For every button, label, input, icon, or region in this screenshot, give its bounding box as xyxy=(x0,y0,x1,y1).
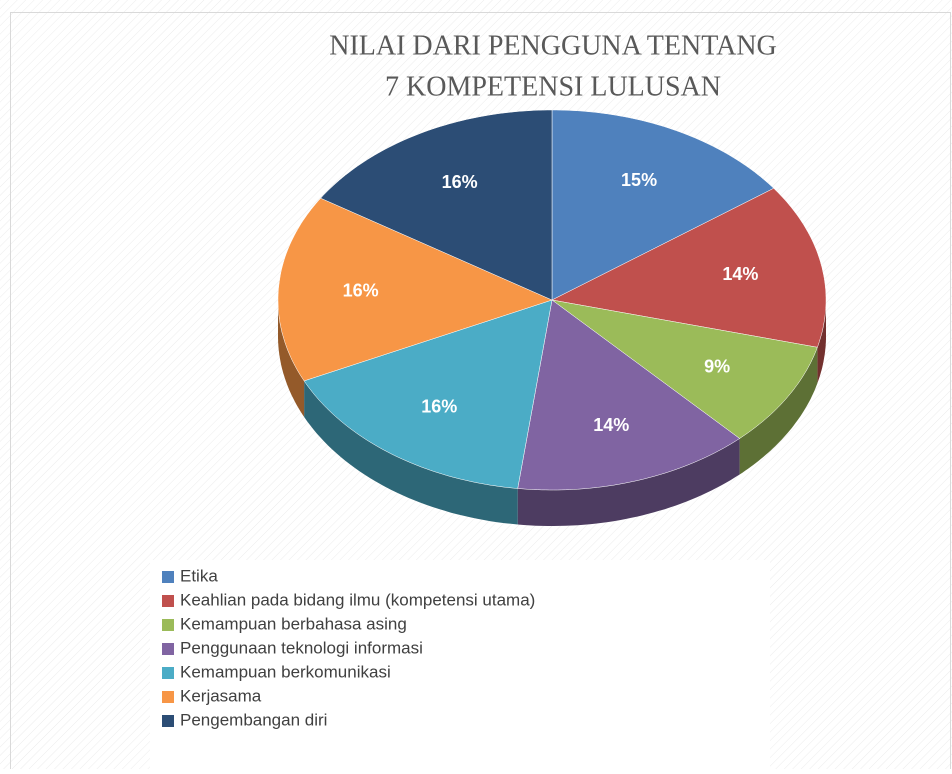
data-label: 16% xyxy=(442,172,478,192)
pie-slice-side xyxy=(304,380,518,525)
legend-swatch xyxy=(162,619,174,631)
chart-title: NILAI DARI PENGGUNA TENTANG xyxy=(329,30,777,61)
legend-box xyxy=(150,560,770,769)
legend-swatch xyxy=(162,667,174,679)
pie-slice xyxy=(303,299,553,489)
pie-slice-side xyxy=(739,347,818,475)
legend-label: Kemampuan berbahasa asing xyxy=(180,614,407,633)
pie-slice xyxy=(551,299,818,439)
data-label: 14% xyxy=(722,264,758,284)
legend-swatch xyxy=(162,571,174,583)
legend-label: Pengembangan diri xyxy=(180,710,327,729)
pie-slice xyxy=(517,299,741,491)
pie-slice xyxy=(551,187,827,348)
legend-swatch xyxy=(162,643,174,655)
data-label: 15% xyxy=(621,170,657,190)
legend-label: Penggunaan teknologi informasi xyxy=(180,638,423,657)
legend-swatch xyxy=(162,691,174,703)
data-label: 14% xyxy=(593,415,629,435)
pie-slice xyxy=(277,197,553,382)
legend-label: Keahlian pada bidang ilmu (kompetensi ut… xyxy=(180,590,535,609)
legend-label: Kerjasama xyxy=(180,686,262,705)
pie-slice-side xyxy=(817,300,826,384)
data-label: 16% xyxy=(421,396,457,416)
chart-title: 7 KOMPETENSI LULUSAN xyxy=(385,71,721,102)
data-label: 16% xyxy=(343,280,379,300)
pie-slice-side xyxy=(517,438,740,526)
legend-label: Etika xyxy=(180,566,218,585)
legend-swatch xyxy=(162,715,174,727)
legend-label: Kemampuan berkomunikasi xyxy=(180,662,391,681)
legend-swatch xyxy=(162,595,174,607)
pie-slice xyxy=(320,109,553,301)
pie-slice xyxy=(551,109,775,301)
data-label: 9% xyxy=(704,356,730,376)
